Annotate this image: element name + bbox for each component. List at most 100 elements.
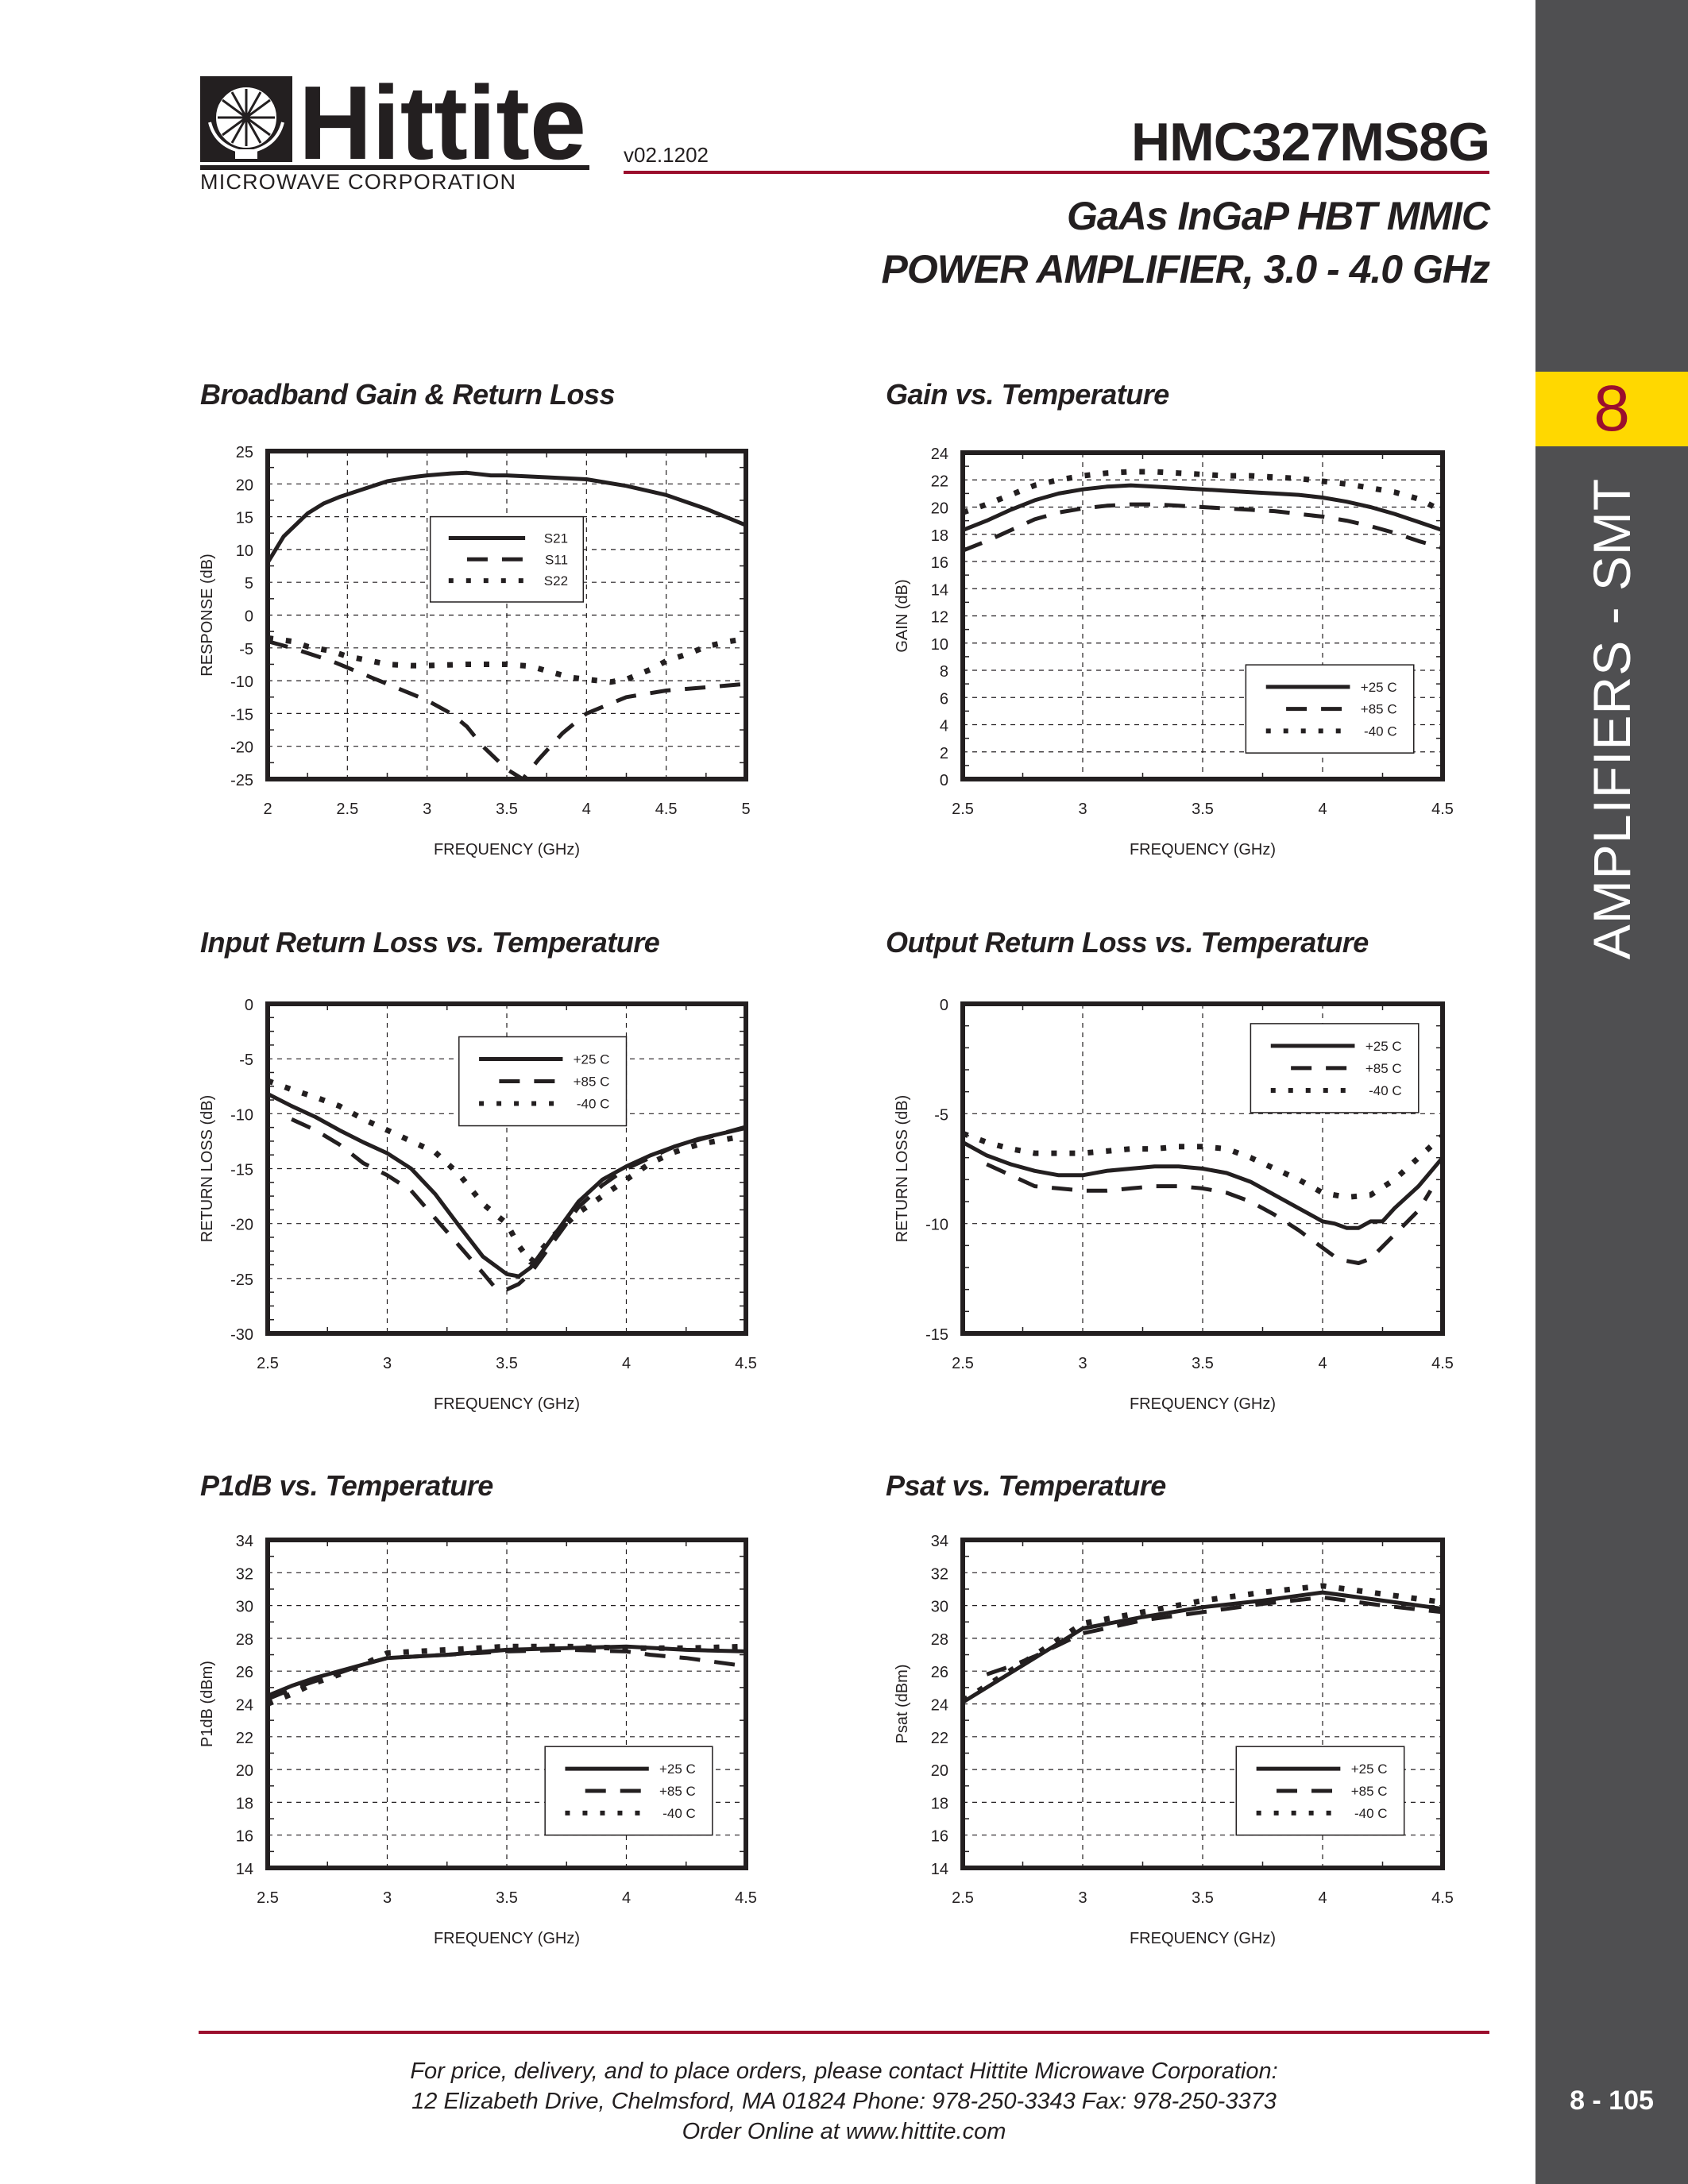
x-tick-label: 4.5: [655, 801, 678, 818]
hittite-logo: Hittite: [200, 76, 589, 181]
series-85c: [986, 1162, 1433, 1265]
y-tick-label: 0: [245, 608, 253, 626]
y-tick-label: 22: [931, 473, 948, 490]
legend-label: +85 C: [1365, 1061, 1402, 1076]
y-tick-label: -20: [230, 1217, 253, 1234]
x-tick-label: 3: [383, 1355, 392, 1372]
series-s22: [267, 635, 747, 685]
x-tick-label: 2.5: [257, 1355, 279, 1372]
x-tick-label: 4: [1318, 1355, 1327, 1372]
y-tick-label: 0: [940, 997, 948, 1014]
legend: +25 C +85 C -40 C: [544, 1746, 713, 1836]
x-tick-label: 4.5: [1431, 801, 1454, 818]
x-tick-label: 4.5: [735, 1355, 757, 1372]
y-tick-label: 24: [236, 1697, 253, 1715]
x-axis-label: FREQUENCY (GHz): [1130, 1395, 1276, 1413]
y-tick-label: -25: [230, 772, 253, 789]
legend-label: +25 C: [1365, 1039, 1402, 1054]
y-tick-label: 16: [931, 1828, 948, 1846]
y-tick-label: 18: [236, 1795, 253, 1812]
legend: +25 C +85 C -40 C: [1245, 664, 1415, 754]
y-tick-label: 20: [931, 500, 948, 518]
y-tick-label: 24: [931, 1697, 948, 1715]
series-85c: [962, 502, 1443, 553]
legend-label: +25 C: [1351, 1761, 1388, 1777]
y-tick-label: 30: [931, 1599, 948, 1616]
series-40c: [961, 1583, 1443, 1704]
y-tick-label: 18: [931, 1795, 948, 1812]
y-axis-label: RETURN LOSS (dB): [199, 1095, 216, 1243]
legend: +25 C +85 C -40 C: [458, 1036, 628, 1127]
plot-frame: [960, 1001, 1445, 1336]
series-40c: [266, 1078, 747, 1265]
x-tick-label: 4: [622, 1889, 631, 1907]
y-tick-label: 28: [931, 1631, 948, 1649]
y-tick-label: 14: [931, 1861, 948, 1878]
x-axis-label: FREQUENCY (GHz): [434, 1395, 580, 1413]
y-tick-label: -15: [925, 1326, 948, 1344]
chart-title-gain-temp: Gain vs. Temperature: [886, 378, 1169, 411]
chart-output_rl_temp: -15 -10 -5 0 2.5 3 3.5 4 4.5 FREQUENCY (GHz) RETUR…: [894, 997, 1454, 1413]
y-tick-label: 28: [236, 1631, 253, 1649]
y-tick-label: 15: [236, 510, 253, 527]
series-40c: [266, 1643, 747, 1707]
series-25c: [961, 1140, 1444, 1230]
series-s11: [267, 639, 747, 781]
product-title-line2: POWER AMPLIFIER, 3.0 - 4.0 GHz: [881, 247, 1490, 291]
chart-title-broadband: Broadband Gain & Return Loss: [200, 378, 616, 411]
y-tick-label: 20: [236, 477, 253, 494]
footer-order-online-link[interactable]: Order Online at www.hittite.com: [682, 2119, 1006, 2144]
x-tick-label: 3: [1078, 1355, 1087, 1372]
y-tick-label: 22: [931, 1730, 948, 1747]
footer-rule: [199, 2031, 1489, 2034]
part-number: HMC327MS8G: [1130, 112, 1490, 172]
page-number: 8 - 105: [1570, 2086, 1654, 2116]
y-tick-label: 20: [236, 1762, 253, 1780]
legend-label: +85 C: [574, 1075, 610, 1090]
y-tick-label: 14: [236, 1861, 253, 1878]
x-tick-label: 3.5: [496, 801, 518, 818]
footer-contact-line: For price, delivery, and to place orders…: [410, 2059, 1278, 2084]
y-tick-label: -15: [230, 1162, 253, 1179]
chart-p1db_temp: 14 16 18 20 22 24 26 28 30 32 34 2.5 3 3.5 4 4.5 FREQUEN…: [199, 1533, 757, 1947]
y-tick-label: 16: [931, 554, 948, 572]
legend-label: +25 C: [1361, 680, 1397, 695]
footer-address-line: 12 Elizabeth Drive, Chelmsford, MA 01824…: [411, 2089, 1277, 2114]
y-tick-label: 20: [931, 1762, 948, 1780]
y-tick-label: 0: [245, 997, 253, 1014]
x-tick-label: 4: [1318, 1889, 1327, 1907]
x-tick-label: 4.5: [1431, 1355, 1454, 1372]
x-axis-label: FREQUENCY (GHz): [1130, 841, 1276, 859]
legend-label: S11: [545, 552, 568, 567]
grid: [268, 451, 746, 779]
grid: [268, 1004, 746, 1333]
x-tick-label: 3: [383, 1889, 392, 1907]
y-tick-label: 14: [931, 581, 948, 599]
x-tick-label: 4.5: [1431, 1889, 1454, 1907]
plot-frame: [960, 450, 1445, 781]
x-axis-label: FREQUENCY (GHz): [434, 1930, 580, 1947]
y-tick-label: -20: [230, 739, 253, 757]
legend-label: +85 C: [1361, 702, 1397, 717]
legend-label: -40 C: [662, 1806, 696, 1821]
series-25c: [962, 483, 1443, 532]
legend-label: +25 C: [659, 1761, 696, 1777]
y-tick-label: -5: [239, 641, 253, 658]
series-85c: [267, 1647, 747, 1701]
series-85c: [291, 1117, 747, 1292]
legend-label: -40 C: [577, 1097, 610, 1112]
series-25c: [961, 1590, 1443, 1704]
plot-frame: [265, 1001, 748, 1336]
y-tick-label: -5: [239, 1051, 253, 1069]
x-tick-label: 2.5: [257, 1889, 279, 1907]
x-tick-label: 2.5: [952, 801, 974, 818]
product-title-line1: GaAs InGaP HBT MMIC: [1067, 194, 1490, 238]
y-tick-label: -10: [230, 673, 253, 691]
chart-input_rl_temp: -30 -25 -20 -15 -10 -5 0 2.5 3 3.5 4 4.5 FREQUENCY (…: [199, 997, 757, 1413]
y-tick-label: 26: [236, 1664, 253, 1681]
series-85c: [986, 1595, 1443, 1677]
y-axis-label: RETURN LOSS (dB): [894, 1095, 911, 1243]
svg-text:Hittite: Hittite: [299, 76, 586, 181]
y-tick-label: -10: [925, 1217, 948, 1234]
